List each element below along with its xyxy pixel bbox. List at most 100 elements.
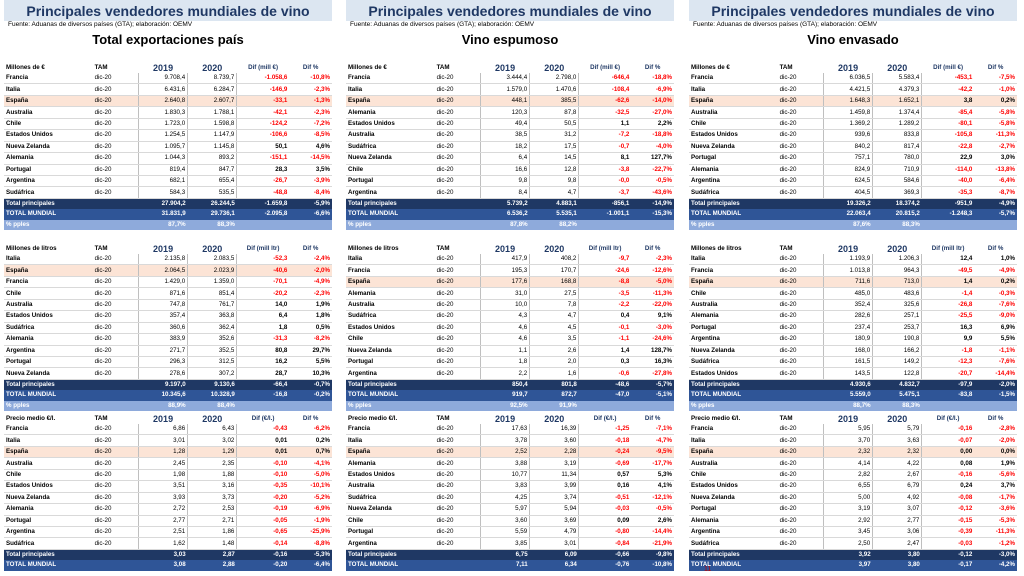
- table-row: Francia dic-20 1.429,0 1.359,0 -70,1 -4,9%: [4, 276, 332, 289]
- dif-pct-cell: -5,6%: [974, 469, 1017, 482]
- dif-pct-cell: -21,9%: [631, 537, 674, 550]
- dif-abs-cell: -49,5: [921, 264, 975, 277]
- dif-abs-cell: -40,0: [921, 175, 975, 188]
- value-2019-cell: 6,55: [822, 480, 874, 493]
- value-2019-cell: 3,78: [479, 434, 531, 447]
- value-2019-cell: 1,28: [137, 446, 189, 459]
- value-2020-cell: 3,5: [529, 333, 580, 346]
- total-label: Total principales: [689, 549, 778, 561]
- dif-pct-cell: 0,0%: [974, 446, 1017, 459]
- table-row: Chile dic-20 871,6 851,4 -20,2 -2,3%: [4, 287, 332, 300]
- value-2020-cell: 17,5: [529, 141, 580, 154]
- data-table: Precio medio €/l. TAM 2019 2020 Dif (€/l.) Di…: [689, 413, 1017, 571]
- value-2019-cell: 819,4: [137, 164, 189, 176]
- table-row: Alemania dic-20 282,6 257,1 -25,5 -9,0%: [689, 310, 1017, 323]
- total-tam: [92, 198, 139, 210]
- total-2019: 88,7%: [823, 400, 873, 412]
- total-tam: [777, 198, 824, 210]
- tam-cell: dic-20: [777, 310, 824, 323]
- total-2020: 88,4%: [187, 400, 237, 412]
- total-label: Total principales: [4, 549, 93, 561]
- year-2020-label: 2020: [202, 413, 223, 424]
- country-cell: Estados Unidos: [346, 469, 435, 482]
- tam-cell: dic-20: [434, 446, 481, 459]
- total-row: % pples 87,7% 88,3%: [4, 219, 332, 231]
- country-cell: Chile: [4, 118, 93, 131]
- dif-abs-cell: -151,1: [236, 152, 290, 165]
- dif-abs-cell: -40,6: [236, 264, 290, 277]
- value-2019-cell: 2,77: [137, 515, 189, 527]
- dif-pct-cell: -1,0%: [974, 83, 1017, 96]
- total-dif-abs: -66,4: [236, 379, 290, 391]
- value-2019-cell: 1.044,3: [137, 152, 189, 165]
- country-cell: Alemania: [689, 164, 778, 176]
- total-dif-pct: [631, 400, 674, 412]
- dif-abs-cell: -3,8: [578, 164, 632, 176]
- value-2019-cell: 2.064,5: [137, 264, 189, 277]
- value-2020-cell: 50,5: [529, 118, 580, 131]
- dif-abs-cell: 1,1: [578, 118, 632, 131]
- section-header: Principales vendedores mundiales de vino: [689, 0, 1017, 21]
- total-dif-abs: -83,8: [921, 390, 975, 401]
- value-2020-cell: 408,2: [529, 254, 580, 266]
- dif-pct-cell: 10,3%: [289, 367, 332, 380]
- value-2020-cell: 87,8: [529, 106, 580, 119]
- value-2019-cell: 8,4: [479, 186, 531, 199]
- dif-pct-cell: 127,7%: [631, 152, 674, 165]
- value-2019-cell: 4,6: [479, 333, 531, 346]
- dif-pct-cell: -14,4%: [631, 526, 674, 539]
- dif-abs-cell: 1,4: [578, 345, 632, 357]
- total-dif-pct: -5,3%: [289, 549, 332, 561]
- value-2020-cell: 5,79: [872, 424, 923, 436]
- table-row: Estados Unidos dic-20 143,5 122,8 -20,7 -14,4…: [689, 367, 1017, 380]
- country-cell: España: [346, 95, 435, 108]
- dif-pct-cell: -8,8%: [289, 537, 332, 550]
- total-2020: 3,80: [872, 549, 922, 561]
- dif-abs-cell: -1,1: [578, 333, 632, 346]
- total-label: % pples: [689, 219, 778, 231]
- dif-pct-cell: 5,5%: [974, 333, 1017, 346]
- dif-abs-cell: -453,1: [921, 73, 975, 85]
- year-2019-label: 2019: [838, 62, 859, 73]
- table-row: Portugal dic-20 757,1 780,0 22,9 3,0%: [689, 152, 1017, 165]
- total-label: Total principales: [4, 198, 93, 210]
- tam-cell: dic-20: [92, 526, 139, 539]
- table-row: Italia dic-20 4.421,5 4.379,3 -42,2 -1,0%: [689, 83, 1017, 96]
- value-2019-cell: 1.429,0: [137, 276, 189, 289]
- table-row: Portugal dic-20 819,4 847,7 28,3 3,5%: [4, 164, 332, 176]
- data-table: Millones de € TAM 2019 2020 Dif (mill €) Dif …: [4, 62, 332, 231]
- total-tam: [92, 400, 139, 412]
- country-cell: Alemania: [346, 106, 435, 119]
- tam-cell: dic-20: [777, 457, 824, 470]
- total-label: TOTAL MUNDIAL: [689, 560, 778, 571]
- total-tam: [434, 549, 481, 561]
- table-row: Chile dic-20 1.369,2 1.289,2 -80,1 -5,8%: [689, 118, 1017, 131]
- value-2020-cell: 14,5: [529, 152, 580, 165]
- table-row: Alemania dic-20 3,88 3,19 -0,69 -17,7%: [346, 457, 674, 470]
- dif-pct-cell: -5,0%: [631, 276, 674, 289]
- country-cell: Estados Unidos: [689, 367, 778, 380]
- dif-pct-cell: -11,3%: [631, 287, 674, 300]
- unit-label: Precio medio €/l.: [691, 414, 741, 422]
- tam-cell: dic-20: [92, 186, 139, 199]
- dif-abs-label: Dif (mill €): [933, 63, 964, 71]
- tam-cell: dic-20: [777, 118, 824, 131]
- dif-abs-cell: -9,7: [578, 254, 632, 266]
- value-2020-cell: 584,6: [872, 175, 923, 188]
- value-2020-cell: 1,86: [187, 526, 238, 539]
- column-2: Principales vendedores mundiales de vino…: [346, 0, 674, 50]
- dif-abs-label: Dif (€/l.): [251, 414, 275, 422]
- total-dif-pct: -15,3%: [631, 209, 674, 220]
- value-2019-cell: 682,1: [137, 175, 189, 188]
- value-2020-cell: 2,32: [872, 446, 923, 459]
- unit-label: Millones de litros: [6, 244, 57, 252]
- dif-abs-cell: -7,2: [578, 129, 632, 142]
- table-row: Chile dic-20 2,82 2,67 -0,16 -5,6%: [689, 469, 1017, 482]
- dif-abs-cell: -1.058,6: [236, 73, 290, 85]
- tam-cell: dic-20: [92, 457, 139, 470]
- value-2020-cell: 362,4: [187, 322, 238, 335]
- value-2020-cell: 190,8: [872, 333, 923, 346]
- data-table: Millones de litros TAM 2019 2020 Dif (mill l…: [346, 243, 674, 412]
- total-2020: 4.832,7: [872, 379, 922, 391]
- table-row: Nueva Zelanda dic-20 6,4 14,5 8,1 127,7%: [346, 152, 674, 165]
